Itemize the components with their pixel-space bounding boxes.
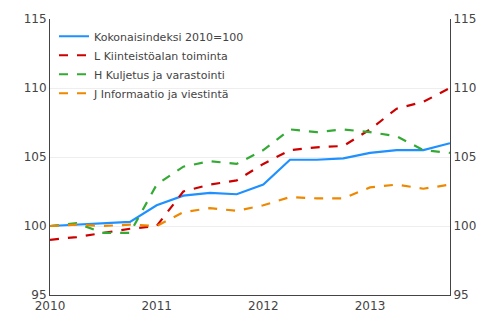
svg-text:95: 95 — [31, 288, 46, 302]
svg-text:2011: 2011 — [141, 299, 172, 313]
svg-text:Kokonaisindeksi 2010=100: Kokonaisindeksi 2010=100 — [94, 31, 243, 44]
svg-text:2012: 2012 — [248, 299, 279, 313]
svg-text:105: 105 — [24, 150, 47, 164]
svg-text:95: 95 — [453, 288, 468, 302]
svg-text:110: 110 — [24, 81, 47, 95]
svg-text:100: 100 — [24, 219, 47, 233]
svg-text:115: 115 — [24, 12, 47, 26]
svg-text:L Kiinteistöalan toiminta: L Kiinteistöalan toiminta — [94, 50, 228, 63]
svg-text:H Kuljetus ja varastointi: H Kuljetus ja varastointi — [94, 69, 225, 82]
svg-text:2010: 2010 — [35, 299, 66, 313]
svg-text:2013: 2013 — [355, 299, 386, 313]
svg-text:105: 105 — [453, 150, 476, 164]
svg-text:110: 110 — [453, 81, 476, 95]
svg-text:115: 115 — [453, 12, 476, 26]
svg-text:J Informaatio ja viestintä: J Informaatio ja viestintä — [93, 88, 228, 101]
svg-text:100: 100 — [453, 219, 476, 233]
